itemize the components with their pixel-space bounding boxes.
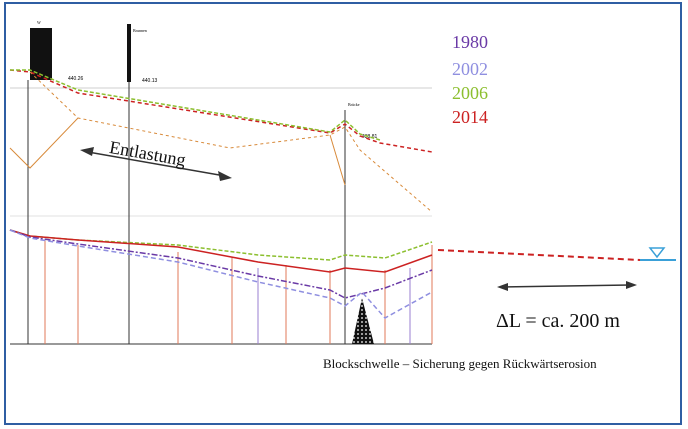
elevation-a: 440.26 [68, 76, 84, 82]
relief-arrow-right-head [218, 171, 232, 181]
relief-label: Entlastung [108, 137, 187, 170]
legend-2002: 2002 [452, 59, 488, 79]
legend-2006: 2006 [452, 83, 488, 103]
tower-a [30, 28, 52, 80]
delta-arrow-line [503, 284, 631, 288]
bed-2002 [9, 229, 433, 319]
tower-b [127, 24, 131, 82]
waterlevel-2014 [9, 69, 433, 153]
delta-arrow-right-head [626, 281, 637, 289]
caption: Blockschwelle – Sicherung gegen Rückwärt… [323, 356, 597, 371]
waterlevel-branch [29, 71, 433, 213]
legend: 1980 2002 2006 2014 [452, 32, 488, 127]
relief-arrow-left-head [80, 147, 94, 156]
delta-arrow-left-head [497, 283, 508, 291]
bed-1980 [9, 229, 433, 299]
elevation-c: 438.81 [362, 134, 378, 140]
bed-2014 [9, 229, 433, 273]
tower-c-label: Brücke [348, 102, 360, 107]
relief-arrow-line [87, 151, 226, 177]
tower-b-label: Brunnen [133, 28, 147, 33]
diagram-frame [4, 2, 682, 425]
waterlevel-side [9, 117, 79, 169]
block-sill [352, 298, 374, 344]
tower-a-label: W [37, 20, 41, 25]
delta-label: ΔL = ca. 200 m [496, 310, 620, 332]
waterlevel-drop [329, 134, 346, 186]
waterlevel-2006 [10, 69, 381, 141]
legend-1980: 1980 [452, 32, 488, 52]
legend-2014: 2014 [452, 107, 488, 127]
elevation-b: 440.13 [142, 78, 158, 84]
water-level-icon [648, 247, 666, 259]
downstream-extension [437, 249, 641, 261]
